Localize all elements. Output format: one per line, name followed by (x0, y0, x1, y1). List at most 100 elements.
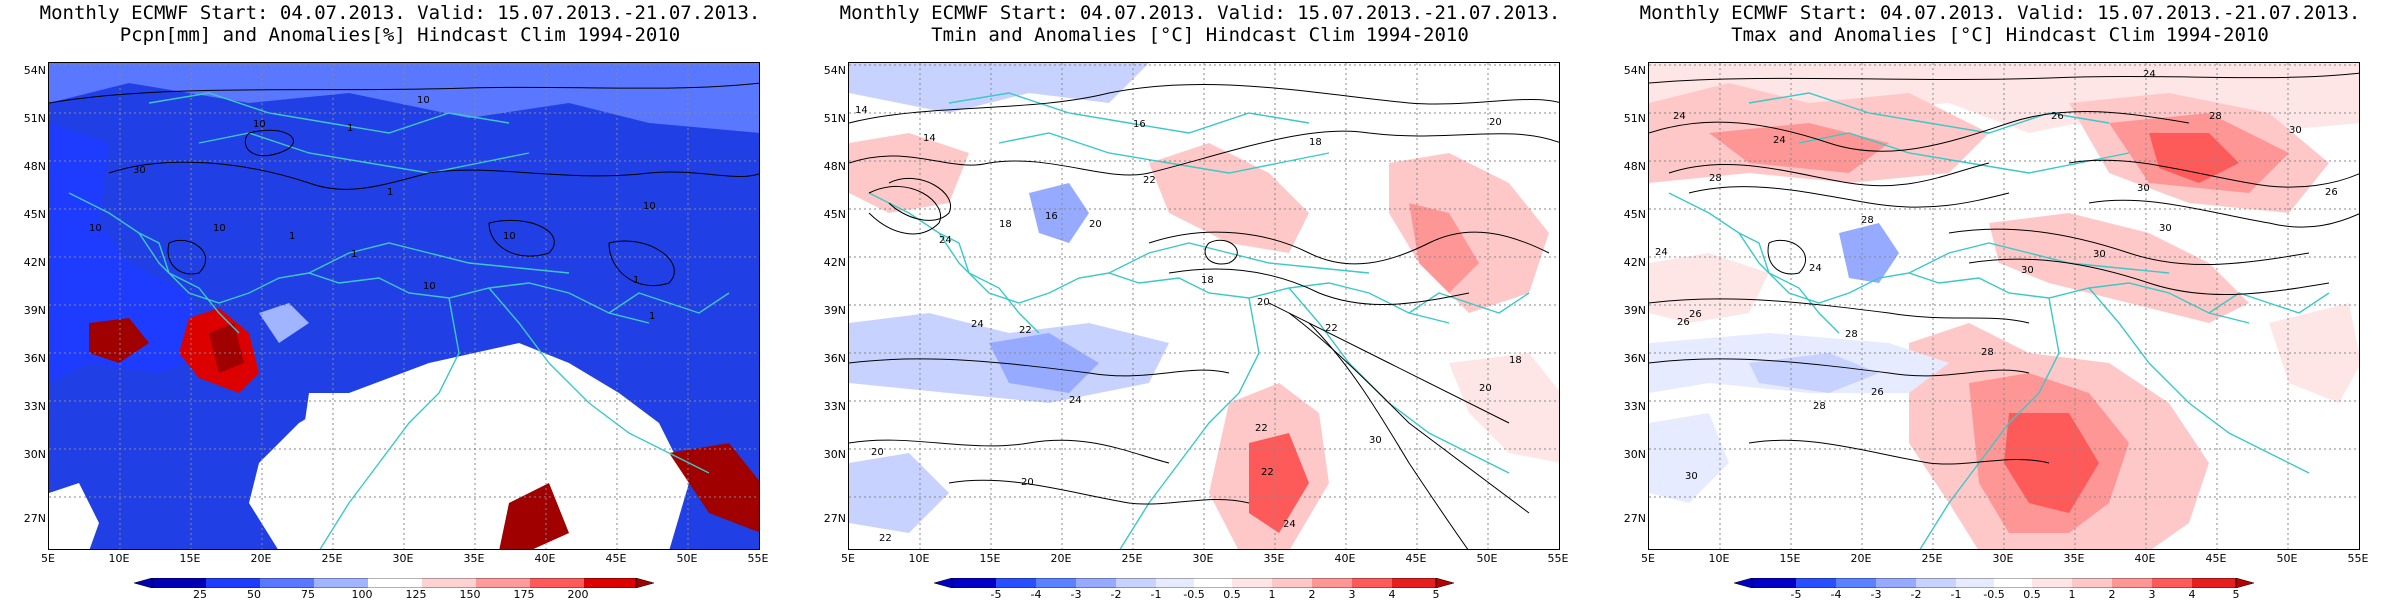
lat-label: 30N (23, 448, 46, 461)
lat-label: 36N (823, 352, 846, 365)
precip-panel: Monthly ECMWF Start: 04.07.2013. Valid: … (0, 0, 800, 601)
contour-label: 10 (643, 201, 656, 212)
lon-label: 50E (676, 552, 698, 565)
contour-label: 10 (253, 119, 266, 130)
contour-label: 26 (2325, 187, 2338, 198)
contour-label: 26 (1677, 317, 1690, 328)
colorbar-label: 3 (1348, 588, 1356, 601)
contour-label: 24 (1773, 135, 1786, 146)
contour-label: 28 (1845, 329, 1858, 340)
lon-label: 25E (1121, 552, 1143, 565)
colorbar-label: 1 (2068, 588, 2076, 601)
lat-label: 54N (1623, 64, 1646, 77)
contour-label: 30 (1685, 471, 1698, 482)
tmax-colorbar (1734, 578, 2254, 588)
lon-label: 55E (1547, 552, 1569, 565)
colorbar-label: -2 (1910, 588, 1922, 601)
contour-label: 22 (1143, 175, 1156, 186)
lat-label: 54N (23, 64, 46, 77)
lon-label: 45E (1405, 552, 1427, 565)
lon-label: 40E (2134, 552, 2156, 565)
contour-label: 24 (2143, 69, 2156, 80)
colorbar-label: 200 (567, 588, 589, 601)
lon-label: 5E (841, 552, 855, 565)
precip-colorbar (134, 578, 654, 588)
contour-label: 18 (999, 219, 1012, 230)
lon-label: 10E (1708, 552, 1730, 565)
colorbar-label: -2 (1110, 588, 1122, 601)
lat-label: 54N (823, 64, 846, 77)
lon-label: 35E (463, 552, 485, 565)
contour-label: 20 (1489, 117, 1502, 128)
contour-label: 30 (2021, 265, 2034, 276)
lon-label: 30E (1992, 552, 2014, 565)
tmax-map: 24 24 26 28 30 24 28 30 26 28 24 26 30 3… (1648, 62, 2360, 550)
contour-label: 1 (289, 231, 296, 242)
contour-label: 28 (1861, 215, 1874, 226)
lon-label: 20E (1050, 552, 1072, 565)
contour-label: 10 (503, 231, 516, 242)
lon-label: 20E (1850, 552, 1872, 565)
lon-label: 50E (2276, 552, 2298, 565)
lon-label: 55E (747, 552, 769, 565)
contour-label: 1 (633, 275, 640, 286)
lat-label: 48N (823, 160, 846, 173)
contour-label: 30 (2159, 223, 2172, 234)
lon-label: 45E (2205, 552, 2227, 565)
lon-label: 45E (605, 552, 627, 565)
lon-label: 30E (1192, 552, 1214, 565)
lon-label: 15E (1779, 552, 1801, 565)
lon-label: 25E (321, 552, 343, 565)
panel-title-line2: Pcpn[mm] and Anomalies[%] Hindcast Clim … (119, 24, 681, 46)
contour-label: 28 (1813, 401, 1826, 412)
contour-label: 28 (1981, 347, 1994, 358)
tmin-map: 14 16 18 20 14 22 16 18 20 24 22 18 20 2… (848, 62, 1560, 550)
contour-label: 10 (89, 223, 102, 234)
contour-label: 22 (1255, 423, 1268, 434)
colorbar-label: 100 (351, 588, 373, 601)
contour-label: 22 (1325, 323, 1338, 334)
lon-label: 35E (2063, 552, 2085, 565)
contour-label: 30 (133, 165, 146, 176)
contour-label: 10 (213, 223, 226, 234)
lat-label: 36N (23, 352, 46, 365)
lat-label: 33N (823, 400, 846, 413)
lon-label: 35E (1263, 552, 1285, 565)
colorbar-label: 125 (405, 588, 427, 601)
lon-label: 40E (534, 552, 556, 565)
lat-label: 33N (1623, 400, 1646, 413)
colorbar-label: 5 (1432, 588, 1440, 601)
contour-label: 10 (423, 281, 436, 292)
colorbar-label: 150 (459, 588, 481, 601)
contour-label: 28 (1709, 173, 1722, 184)
colorbar-label: 2 (2108, 588, 2116, 601)
lon-label: 10E (908, 552, 930, 565)
tmin-colorbar (934, 578, 1454, 588)
colorbar-label: -0.5 (1983, 588, 2005, 601)
contour-label: 24 (1655, 247, 1668, 258)
tmin-panel: Monthly ECMWF Start: 04.07.2013. Valid: … (800, 0, 1600, 601)
contour-label: 22 (1261, 467, 1274, 478)
lat-label: 42N (1623, 256, 1646, 269)
contour-label: 30 (2137, 183, 2150, 194)
contour-label: 18 (1509, 355, 1522, 366)
contour-label: 20 (1021, 477, 1034, 488)
contour-label: 26 (2051, 111, 2064, 122)
lon-label: 15E (979, 552, 1001, 565)
contour-label: 30 (1369, 435, 1382, 446)
lat-label: 45N (1623, 208, 1646, 221)
lat-label: 45N (823, 208, 846, 221)
lat-label: 42N (23, 256, 46, 269)
lat-label: 39N (1623, 304, 1646, 317)
lat-label: 51N (823, 112, 846, 125)
colorbar-label: -3 (1870, 588, 1882, 601)
contour-label: 1 (351, 249, 358, 260)
colorbar-label: 1 (1268, 588, 1276, 601)
contour-label: 24 (1809, 263, 1822, 274)
colorbar-label: -1 (1950, 588, 1962, 601)
lon-label: 5E (41, 552, 55, 565)
colorbar-label: -0.5 (1183, 588, 1205, 601)
colorbar-label: 75 (301, 588, 315, 601)
lat-label: 30N (1623, 448, 1646, 461)
contour-label: 30 (2289, 125, 2302, 136)
